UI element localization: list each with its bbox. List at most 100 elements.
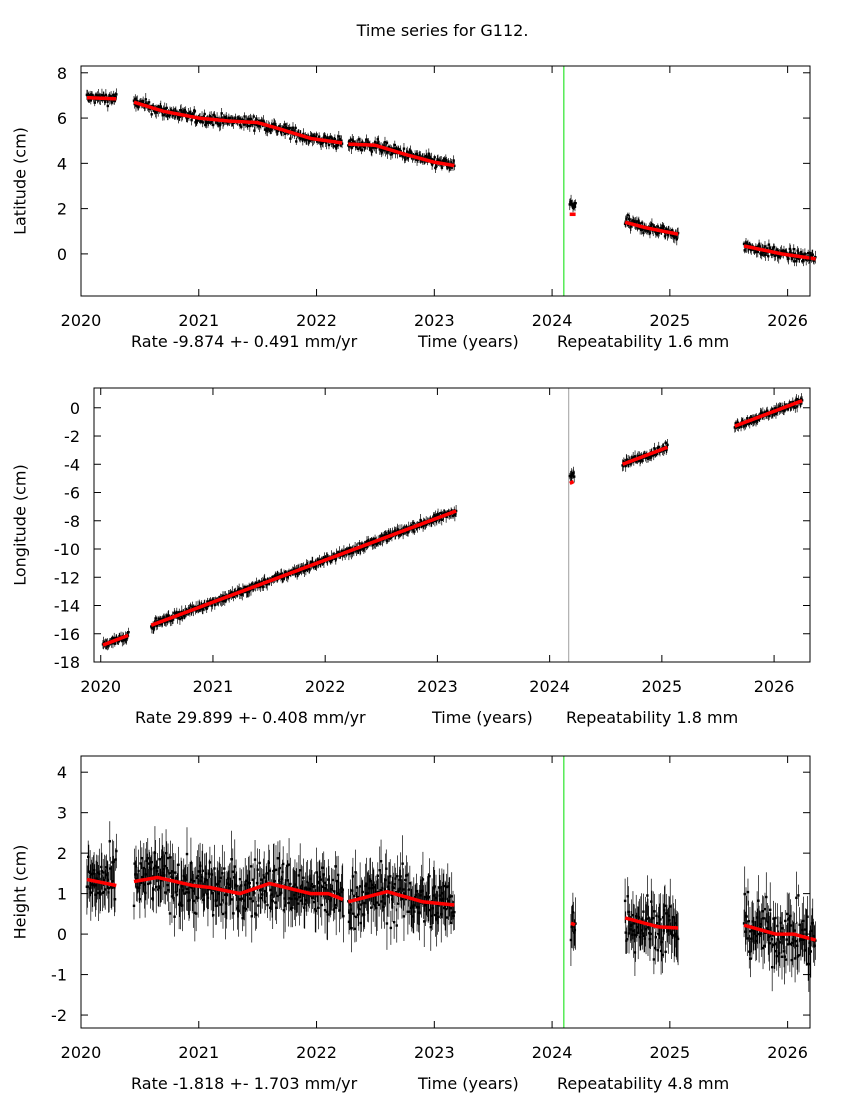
data-point	[786, 407, 790, 411]
data-point	[160, 623, 164, 626]
data-point	[87, 870, 91, 873]
data-point	[357, 548, 361, 552]
data-point	[139, 881, 143, 885]
data-point	[650, 223, 654, 226]
data-point	[158, 886, 162, 889]
data-point	[633, 219, 636, 223]
data-point	[349, 903, 352, 906]
data-point	[107, 891, 110, 894]
data-point	[221, 912, 225, 916]
data-point	[274, 122, 277, 126]
data-point	[312, 885, 315, 889]
data-point	[141, 99, 145, 103]
data-point	[276, 857, 280, 860]
data-point	[86, 885, 89, 888]
data-point	[320, 903, 323, 907]
data-point	[190, 878, 193, 881]
model-curve	[102, 399, 803, 647]
data-point	[640, 221, 644, 224]
x-tick-label: 2026	[767, 311, 808, 330]
data-point	[282, 909, 286, 912]
data-point	[144, 98, 147, 101]
data-point	[792, 247, 795, 251]
data-point	[150, 625, 153, 628]
data-point	[225, 902, 228, 905]
data-point	[253, 891, 256, 895]
data-point	[432, 887, 436, 890]
data-point	[328, 137, 331, 140]
data-point	[424, 523, 427, 526]
data-point	[782, 950, 786, 953]
data-point	[798, 923, 801, 926]
data-point	[165, 614, 169, 617]
data-point	[298, 570, 301, 574]
data-point	[196, 874, 199, 878]
data-point	[283, 897, 286, 900]
data-point	[312, 134, 316, 137]
data-point	[158, 858, 161, 861]
data-point	[142, 866, 146, 870]
data-point	[784, 919, 787, 923]
data-point	[256, 868, 259, 871]
data-point	[145, 102, 149, 105]
data-point	[104, 100, 107, 103]
data-point	[312, 900, 316, 904]
data-point	[406, 150, 409, 153]
data-point	[174, 891, 178, 894]
data-point	[573, 203, 576, 207]
data-point	[638, 222, 641, 226]
data-point	[356, 147, 360, 150]
data-point	[199, 120, 202, 123]
data-point	[803, 252, 807, 255]
data-point	[280, 877, 284, 880]
data-point	[249, 897, 252, 900]
data-point	[177, 903, 181, 906]
data-point	[149, 867, 153, 871]
data-point	[802, 919, 805, 923]
data-point	[107, 644, 110, 647]
data-point	[767, 243, 771, 246]
data-point	[298, 136, 301, 140]
data-point	[170, 895, 174, 898]
data-point	[171, 870, 174, 873]
data-point	[635, 915, 638, 918]
data-point	[418, 911, 421, 914]
data-point	[336, 892, 339, 895]
data-point	[227, 877, 230, 880]
data-point	[662, 225, 665, 228]
data-point	[783, 955, 786, 958]
data-point	[394, 877, 397, 880]
data-point	[766, 920, 769, 924]
x-tick-label: 2020	[61, 311, 102, 330]
data-point	[143, 891, 147, 895]
data-point	[232, 876, 236, 879]
data-point	[571, 911, 575, 914]
data-point	[812, 934, 816, 938]
data-point	[168, 912, 172, 915]
data-point	[794, 406, 797, 409]
data-point	[240, 125, 243, 128]
data-point	[734, 421, 738, 425]
data-point	[261, 584, 264, 587]
data-point	[206, 896, 210, 899]
data-point	[113, 642, 117, 645]
data-point	[646, 455, 649, 459]
data-point	[257, 119, 261, 123]
data-point	[769, 908, 772, 912]
data-point	[100, 869, 104, 873]
data-point	[801, 938, 805, 941]
data-point	[274, 901, 277, 904]
data-point	[411, 915, 415, 918]
data-point	[112, 860, 115, 863]
data-point	[389, 153, 393, 156]
data-point	[438, 894, 442, 897]
data-point	[793, 957, 797, 960]
y-tick-label: 8	[57, 64, 67, 83]
data-point	[813, 944, 816, 947]
data-point	[746, 937, 749, 940]
data-point	[282, 127, 286, 130]
data-point	[770, 966, 774, 969]
data-point	[767, 935, 771, 939]
data-point	[111, 861, 114, 864]
data-point	[295, 886, 299, 889]
